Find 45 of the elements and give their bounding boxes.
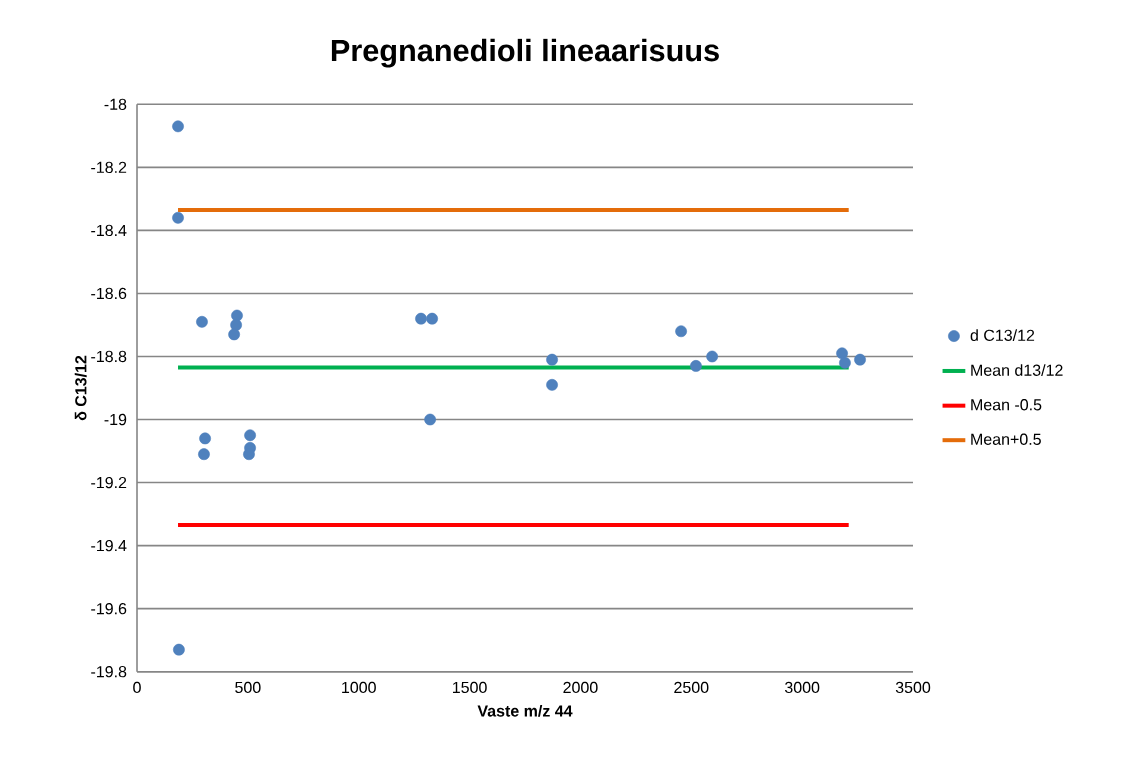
- point: [228, 328, 240, 341]
- x-tick-label: 1500: [452, 681, 487, 694]
- point: [839, 356, 851, 369]
- point: [546, 353, 558, 366]
- chart-title: Pregnanedioli lineaarisuus: [331, 38, 719, 68]
- x-tick-label: 3000: [784, 681, 820, 694]
- y-axis-title: δ C13/12: [74, 355, 87, 421]
- y-tick-label: -19.4: [91, 539, 127, 552]
- y-tick-label: -18: [104, 98, 127, 110]
- point: [172, 211, 184, 224]
- y-tick-label: -18.8: [91, 350, 127, 363]
- point: [196, 315, 208, 328]
- point: [836, 347, 848, 360]
- point: [198, 448, 210, 461]
- y-tick-label: -19.8: [91, 666, 127, 678]
- y-tick-label: -19: [104, 413, 127, 426]
- legend-label: d C13/12: [970, 329, 1035, 341]
- x-tick-label: 0: [133, 681, 141, 694]
- legend-label: Mean+0.5: [971, 433, 1041, 445]
- x-axis-title: Vaste m/z 44: [477, 704, 573, 717]
- point: [675, 325, 687, 338]
- point: [172, 120, 184, 133]
- point: [173, 643, 185, 656]
- x-tick-label: 2000: [563, 681, 598, 694]
- y-tick-label: -19.6: [91, 603, 127, 615]
- point: [199, 432, 211, 445]
- y-tick-label: -18.4: [91, 224, 127, 237]
- point: [415, 312, 427, 325]
- y-tick-label: -18.2: [91, 161, 127, 173]
- point: [690, 360, 702, 372]
- point: [854, 353, 866, 366]
- y-tick-label: -19.2: [91, 476, 127, 489]
- point: [706, 350, 718, 363]
- y-tick-label: -18.6: [91, 287, 127, 300]
- point: [546, 378, 558, 391]
- point: [231, 309, 243, 322]
- x-tick-label: 3500: [895, 681, 931, 694]
- x-tick-label: 500: [235, 681, 261, 694]
- x-tick-label: 1000: [342, 681, 376, 694]
- point: [424, 413, 436, 426]
- legend-label: Mean d13/12: [971, 364, 1063, 376]
- point: [426, 312, 438, 325]
- legend-label: Mean -0.5: [971, 399, 1042, 411]
- point: [244, 429, 256, 442]
- x-tick-label: 2500: [674, 681, 709, 694]
